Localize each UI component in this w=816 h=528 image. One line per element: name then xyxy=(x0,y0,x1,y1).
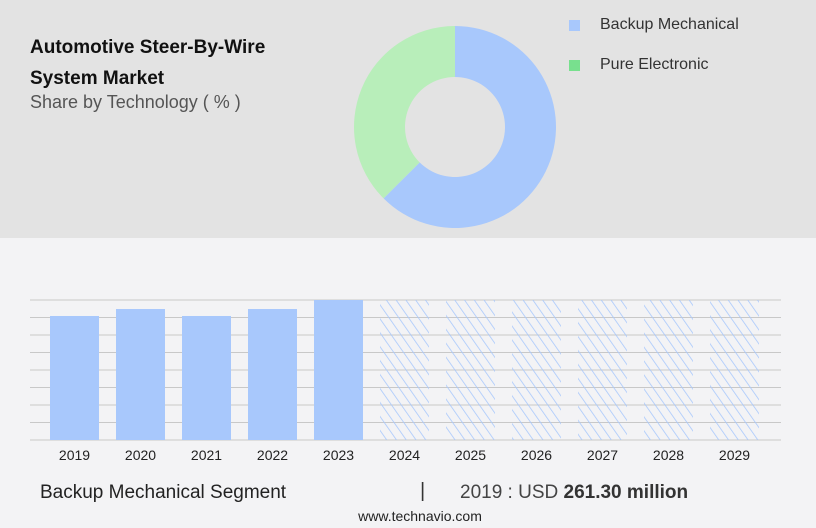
bar-series xyxy=(50,300,759,440)
bar-2027 xyxy=(578,300,627,440)
donut-slice-pure-electronic xyxy=(353,26,455,199)
x-axis-ticks: 2019 2020 2021 2022 2023 2024 2025 2026 2027 2028… xyxy=(59,447,750,463)
bar-2026 xyxy=(512,300,561,440)
legend-swatch xyxy=(569,19,580,31)
legend-item-pure-electronic: Pure Electronic xyxy=(569,56,709,74)
bar-2029 xyxy=(710,300,759,440)
legend-swatch xyxy=(569,59,580,71)
x-tick-label: 2027 xyxy=(587,447,618,463)
x-tick-label: 2020 xyxy=(125,447,156,463)
bar-2025 xyxy=(446,300,495,440)
separator: | xyxy=(420,480,426,502)
x-tick-label: 2026 xyxy=(521,447,552,463)
bar-2022 xyxy=(248,309,297,440)
x-tick-label: 2023 xyxy=(323,447,354,463)
x-tick-label: 2022 xyxy=(257,447,288,463)
source-link[interactable]: www.technavio.com xyxy=(358,508,482,524)
bar-2020 xyxy=(116,309,165,440)
bar-2028 xyxy=(644,300,693,440)
x-tick-label: 2029 xyxy=(719,447,750,463)
x-tick-label: 2028 xyxy=(653,447,684,463)
legend-label: Pure Electronic xyxy=(600,56,709,73)
legend-item-backup-mechanical: Backup Mechanical xyxy=(569,16,739,34)
segment-value: 2019 : USD 261.30 million xyxy=(460,482,688,504)
segment-label: Backup Mechanical Segment xyxy=(40,482,287,503)
value-amount: 261.30 million xyxy=(563,482,689,503)
bar-2023 xyxy=(314,300,363,440)
bar-2024 xyxy=(380,300,429,440)
donut-chart xyxy=(353,26,556,228)
value-prefix: 2019 : USD xyxy=(460,482,559,503)
donut-slice-backup-mechanical xyxy=(383,26,556,228)
legend-label: Backup Mechanical xyxy=(600,16,739,33)
x-tick-label: 2025 xyxy=(455,447,486,463)
chart-title: Automotive Steer-By-Wire System Market xyxy=(30,37,266,89)
bar-2021 xyxy=(182,315,231,440)
bar-2019 xyxy=(50,315,99,440)
x-tick-label: 2019 xyxy=(59,447,90,463)
x-tick-label: 2021 xyxy=(191,447,222,463)
x-tick-label: 2024 xyxy=(389,447,420,463)
chart-subtitle: Share by Technology ( % ) xyxy=(30,92,241,112)
